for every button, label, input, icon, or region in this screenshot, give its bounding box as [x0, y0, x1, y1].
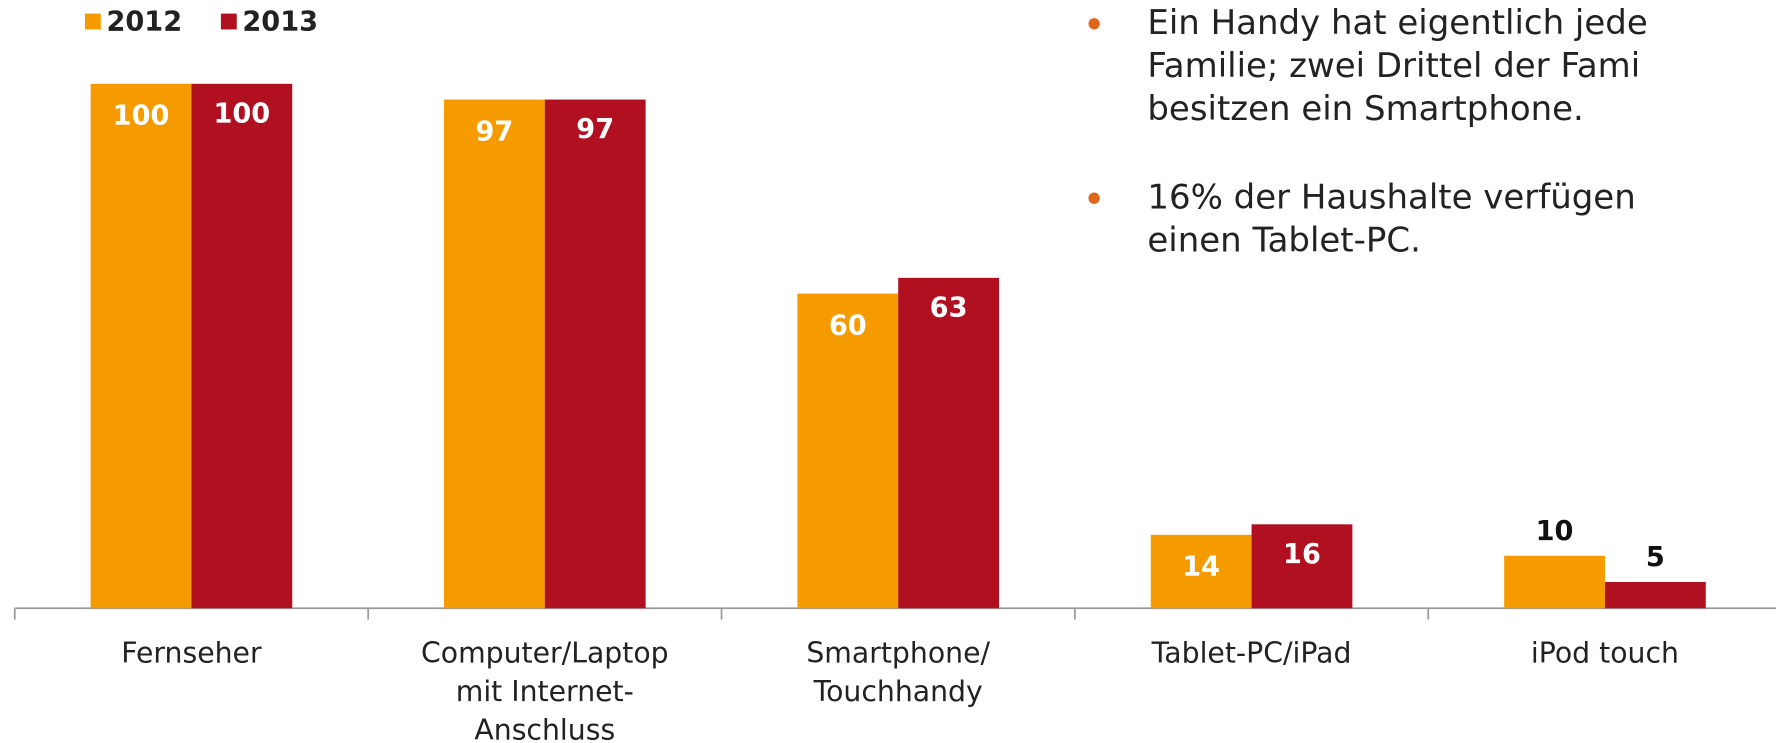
bar	[444, 99, 545, 609]
x-tick-label: iPod touch	[1531, 637, 1679, 670]
x-tick-label: Tablet-PC/iPad	[1151, 637, 1352, 670]
bar	[191, 83, 293, 609]
value-label: 100	[213, 98, 270, 129]
bullet-dot	[1088, 192, 1100, 204]
bar	[544, 99, 646, 609]
x-tick-label: mit Internet-	[456, 675, 634, 708]
bullet-text: besitzen ein Smartphone.	[1147, 89, 1583, 129]
legend-swatch	[84, 13, 101, 30]
bullet-text: Familie; zwei Drittel der Fami	[1147, 46, 1640, 86]
bar	[90, 83, 192, 609]
legend-swatch	[220, 13, 237, 30]
x-tick-label: Touchhandy	[813, 675, 983, 708]
value-label: 97	[476, 116, 514, 147]
bullet-text: einen Tablet-PC.	[1147, 220, 1421, 260]
x-tick-label: Anschluss	[474, 714, 615, 743]
x-tick-label: Smartphone/	[806, 637, 990, 670]
bar	[1150, 534, 1252, 609]
bullet-text: Ein Handy hat eigentlich jede	[1147, 3, 1647, 43]
legend-label: 2013	[242, 7, 318, 38]
value-label: 60	[829, 310, 867, 341]
value-label: 10	[1536, 516, 1574, 547]
bullet-text: 16% der Haushalte verfügen	[1147, 177, 1635, 217]
bar	[797, 293, 899, 609]
x-tick-label: Computer/Laptop	[421, 637, 669, 670]
bar	[1604, 581, 1706, 609]
value-label: 97	[576, 114, 614, 145]
value-label: 5	[1646, 542, 1665, 573]
x-tick-label: Fernseher	[121, 637, 262, 670]
legend-label: 2012	[106, 7, 182, 38]
bar	[1251, 524, 1353, 609]
value-label: 100	[113, 101, 170, 132]
bullet-dot	[1088, 18, 1100, 30]
bar	[1504, 555, 1605, 609]
value-label: 14	[1182, 552, 1220, 583]
value-label: 63	[930, 292, 968, 323]
bar	[898, 277, 999, 609]
value-label: 16	[1283, 539, 1321, 570]
